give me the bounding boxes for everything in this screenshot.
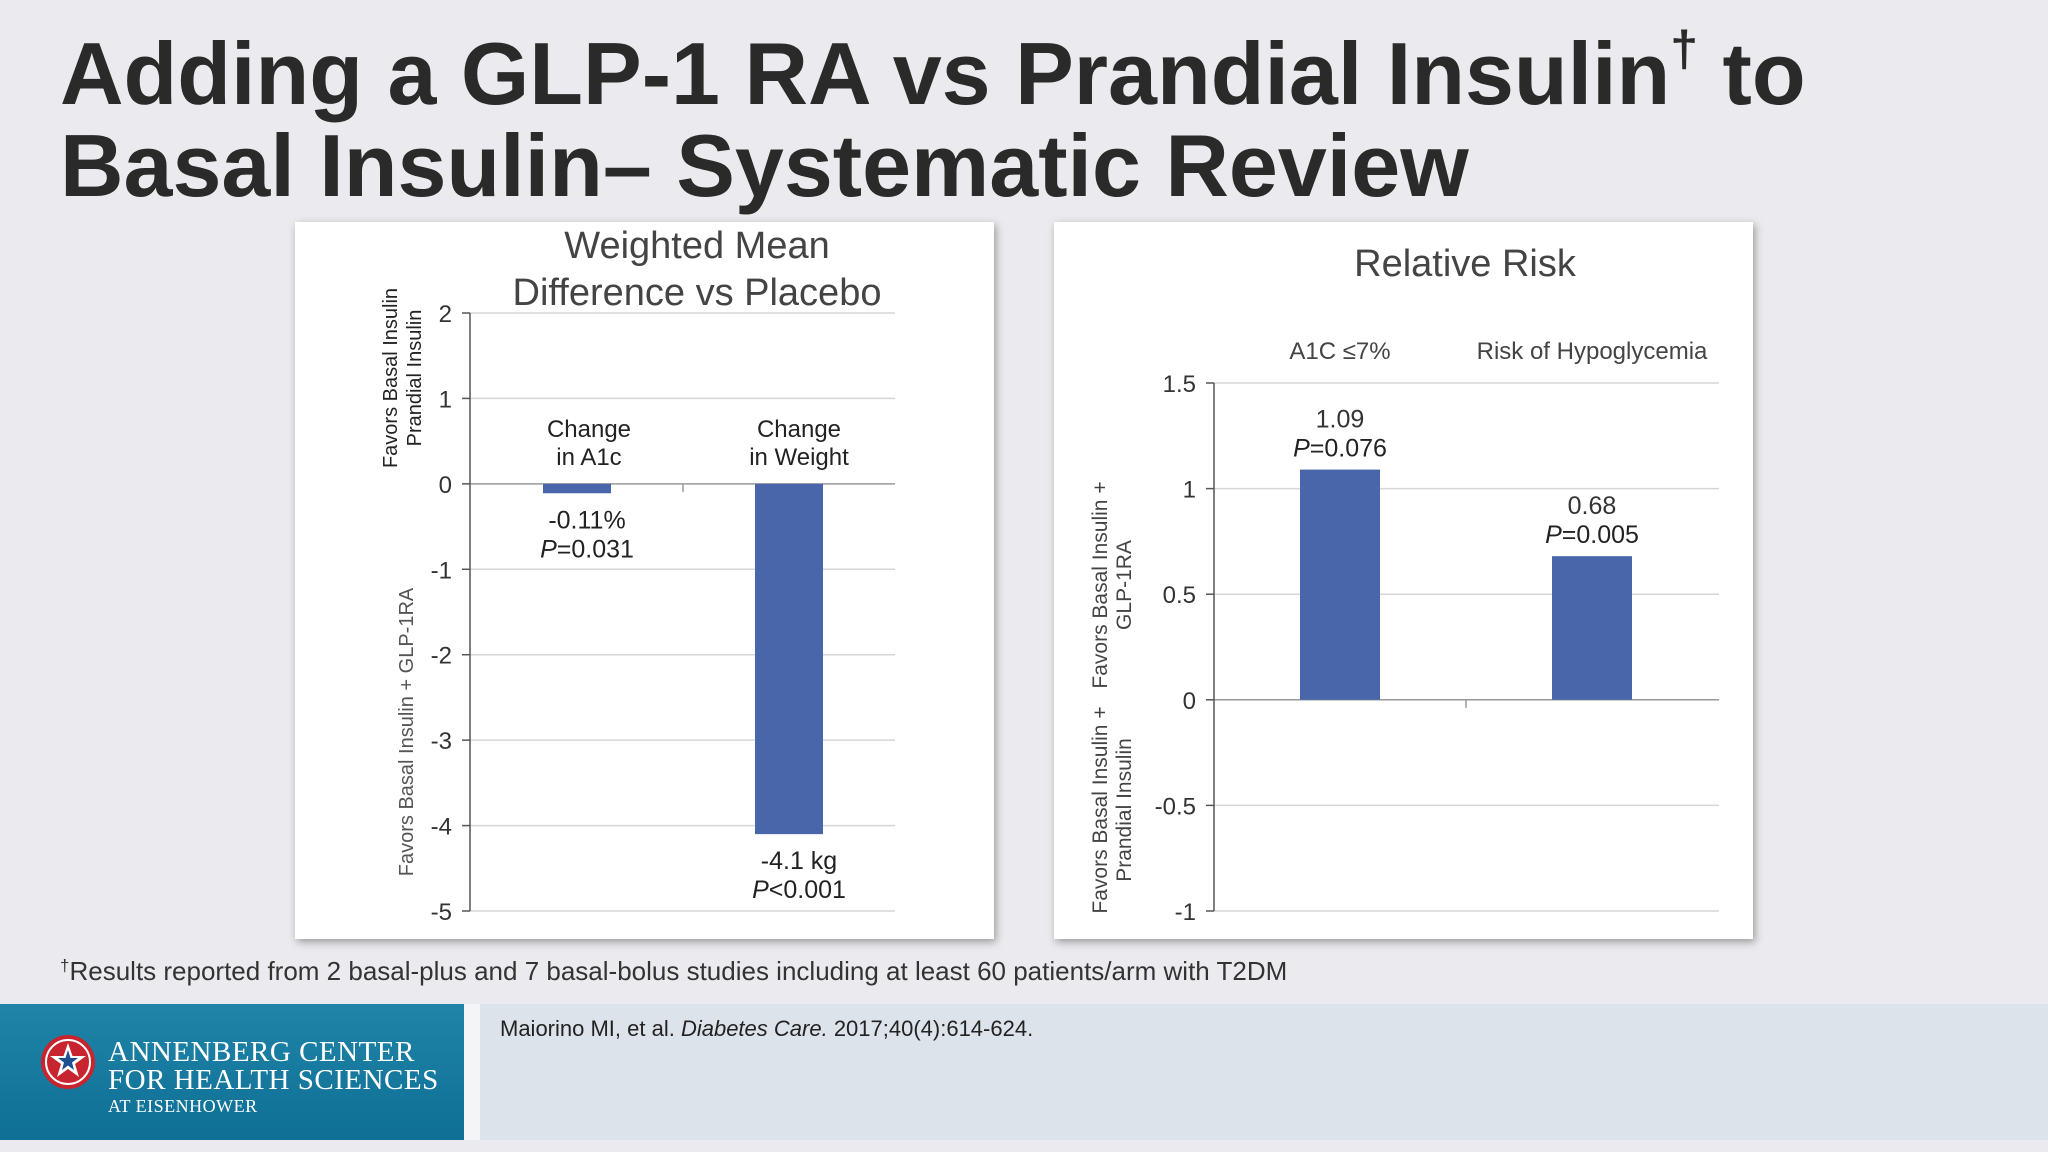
chart-title-line-1: Weighted Mean (564, 225, 829, 267)
citation-authors: Maiorino MI, et al. (500, 1016, 681, 1041)
footnote-text: Results reported from 2 basal-plus and 7… (69, 956, 1288, 986)
title-line1-end: to (1698, 24, 1806, 123)
category-label: in Weight (749, 444, 849, 471)
weighted-mean-chart: Weighted Mean Difference vs Placebo 2 1 0 -1 -… (380, 225, 895, 926)
logo-line3: AT EISENHOWER (108, 1096, 258, 1116)
data-label-p: P=0.031 (540, 535, 634, 563)
y-tick-label: 0.5 (1163, 582, 1196, 609)
slide-title: Adding a GLP-1 RA vs Prandial Insulin† t… (60, 24, 1960, 215)
y-tick-label: -2 (431, 643, 452, 670)
logo-line1: ANNENBERG CENTER (108, 1036, 415, 1068)
y-label-negative: Favors Basal Insulin + (1089, 706, 1112, 913)
data-label-value: 1.09 (1316, 406, 1365, 434)
y-label-positive: Prandial Insulin (404, 310, 426, 447)
y-tick-label: 0 (439, 472, 452, 499)
y-label-negative: Favors Basal Insulin + GLP-1RA (396, 587, 418, 876)
y-tick-label: -1 (431, 557, 452, 584)
data-label-value: -0.11% (548, 506, 625, 534)
y-tick-label: -4 (431, 814, 452, 841)
category-label: in A1c (556, 444, 621, 471)
data-label-value: -4.1 kg (761, 847, 837, 875)
footer-separator (464, 1004, 480, 1140)
chart-panel-relative-risk: Relative Risk 1.5 1 0.5 0 -0.5 -1 Favors Basal … (1054, 222, 1753, 939)
data-label-p: P=0.076 (1293, 435, 1387, 463)
citation: Maiorino MI, et al. Diabetes Care. 2017;… (500, 1016, 1033, 1042)
category-label: Change (757, 416, 841, 443)
chart-title: Relative Risk (1354, 243, 1577, 285)
citation-rest: 2017;40(4):614-624. (827, 1016, 1034, 1041)
data-label-p: P=0.005 (1545, 521, 1639, 549)
data-label-p: P<0.001 (752, 876, 846, 904)
category-label: A1C ≤7% (1289, 338, 1390, 365)
y-tick-label: 0 (1183, 688, 1196, 715)
footnote-dagger: † (60, 956, 70, 975)
y-label-positive: GLP-1RA (1113, 540, 1136, 630)
citation-journal: Diabetes Care. (680, 1016, 828, 1041)
y-label-positive: Favors Basal Insulin + (1089, 481, 1112, 688)
bar-2 (1552, 556, 1632, 700)
annenberg-logo: ANNENBERG CENTER FOR HEALTH SCIENCES AT … (0, 1004, 464, 1140)
footnote: †Results reported from 2 basal-plus and … (60, 956, 1287, 987)
y-tick-label: -5 (431, 899, 452, 926)
logo-line2: FOR HEALTH SCIENCES (108, 1064, 439, 1096)
bar-1 (1300, 469, 1380, 700)
y-tick-label: 1.5 (1163, 371, 1196, 398)
bar-1 (543, 483, 611, 494)
bar-2 (755, 483, 823, 835)
category-label: Change (547, 416, 631, 443)
y-label-negative: Prandial Insulin (1113, 738, 1136, 882)
y-tick-label: -0.5 (1155, 793, 1196, 820)
title-line2: Basal Insulin– Systematic Review (60, 116, 1469, 215)
data-label-value: 0.68 (1568, 492, 1617, 520)
y-tick-label: 2 (439, 301, 452, 328)
y-tick-label: -3 (431, 728, 452, 755)
y-tick-label: 1 (1183, 477, 1196, 504)
title-line1: Adding a GLP-1 RA vs Prandial Insulin (60, 24, 1671, 123)
y-label-positive: Favors Basal Insulin (380, 288, 402, 468)
star-seal-icon (41, 1035, 95, 1089)
chart-title-line-2: Difference vs Placebo (513, 272, 882, 314)
relative-risk-chart: Relative Risk 1.5 1 0.5 0 -0.5 -1 Favors Basal … (1089, 243, 1719, 926)
y-tick-label: 1 (439, 386, 452, 413)
category-label: Risk of Hypoglycemia (1477, 338, 1708, 365)
chart-panel-weighted-mean: Weighted Mean Difference vs Placebo 2 1 0 -1 -… (295, 222, 994, 939)
title-dagger: † (1670, 21, 1699, 77)
y-tick-label: -1 (1175, 899, 1196, 926)
